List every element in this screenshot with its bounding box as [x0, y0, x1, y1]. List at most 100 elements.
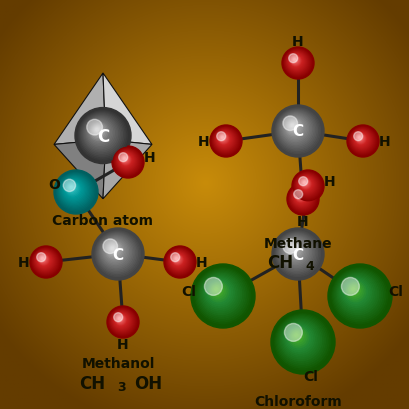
Circle shape — [283, 118, 305, 139]
Circle shape — [92, 125, 105, 138]
Circle shape — [350, 130, 372, 152]
Circle shape — [94, 127, 101, 135]
Circle shape — [214, 288, 217, 291]
Circle shape — [65, 182, 80, 196]
Circle shape — [283, 117, 306, 141]
Circle shape — [356, 136, 362, 142]
Circle shape — [271, 229, 323, 280]
Text: H: H — [196, 255, 207, 270]
Circle shape — [347, 127, 377, 156]
Circle shape — [115, 150, 139, 175]
Circle shape — [117, 317, 122, 321]
Circle shape — [96, 129, 98, 132]
Circle shape — [89, 122, 109, 143]
Circle shape — [115, 315, 126, 325]
Circle shape — [217, 133, 230, 146]
Circle shape — [345, 283, 363, 300]
Circle shape — [212, 286, 221, 295]
Circle shape — [117, 316, 124, 323]
Circle shape — [354, 134, 366, 146]
Circle shape — [172, 255, 182, 265]
Circle shape — [292, 332, 301, 341]
Text: H: H — [297, 214, 308, 229]
Circle shape — [286, 52, 306, 73]
Circle shape — [171, 253, 185, 268]
Circle shape — [281, 239, 308, 265]
Circle shape — [119, 318, 120, 319]
Circle shape — [290, 188, 312, 210]
Circle shape — [341, 278, 358, 296]
Circle shape — [113, 148, 142, 177]
Circle shape — [216, 132, 232, 148]
Circle shape — [292, 58, 297, 64]
Circle shape — [281, 238, 309, 266]
Circle shape — [275, 110, 318, 153]
Circle shape — [118, 317, 121, 321]
Polygon shape — [54, 140, 106, 199]
Circle shape — [115, 314, 126, 326]
Circle shape — [213, 129, 236, 153]
Circle shape — [100, 237, 131, 268]
Circle shape — [109, 246, 117, 253]
Circle shape — [298, 177, 314, 193]
Circle shape — [344, 281, 365, 302]
Circle shape — [284, 51, 309, 76]
Circle shape — [284, 324, 313, 353]
Circle shape — [38, 255, 49, 265]
Circle shape — [203, 277, 236, 309]
Text: Cl: Cl — [181, 284, 196, 298]
Circle shape — [285, 325, 312, 351]
Circle shape — [99, 236, 133, 270]
Circle shape — [116, 151, 138, 173]
Text: Methane: Methane — [263, 236, 332, 250]
Circle shape — [283, 323, 315, 355]
Circle shape — [346, 284, 361, 298]
Circle shape — [199, 272, 243, 317]
Circle shape — [112, 147, 144, 179]
Circle shape — [340, 277, 372, 309]
Circle shape — [56, 172, 96, 213]
Circle shape — [287, 121, 299, 133]
Circle shape — [214, 130, 235, 151]
Circle shape — [298, 177, 307, 186]
Circle shape — [87, 120, 102, 136]
Circle shape — [298, 178, 313, 192]
Circle shape — [215, 131, 233, 149]
Circle shape — [215, 131, 234, 150]
Circle shape — [168, 251, 189, 272]
Circle shape — [295, 174, 318, 198]
Circle shape — [115, 150, 139, 174]
Circle shape — [33, 249, 58, 274]
Circle shape — [41, 257, 45, 262]
Text: H: H — [198, 135, 209, 148]
Circle shape — [200, 274, 241, 315]
Circle shape — [280, 237, 311, 268]
Circle shape — [117, 317, 123, 322]
Text: Carbon atom: Carbon atom — [52, 213, 153, 227]
Circle shape — [169, 252, 188, 271]
Circle shape — [282, 117, 297, 131]
Circle shape — [205, 279, 232, 306]
Circle shape — [299, 178, 312, 191]
Circle shape — [117, 153, 135, 170]
Circle shape — [204, 278, 234, 308]
Circle shape — [296, 175, 317, 196]
Circle shape — [193, 267, 252, 326]
Circle shape — [119, 154, 133, 167]
Circle shape — [291, 58, 298, 65]
Circle shape — [91, 124, 106, 139]
Circle shape — [83, 117, 119, 153]
Circle shape — [281, 115, 309, 144]
Circle shape — [279, 236, 312, 270]
Circle shape — [116, 151, 137, 172]
Circle shape — [353, 133, 367, 146]
Circle shape — [110, 247, 115, 252]
Circle shape — [281, 48, 313, 80]
Circle shape — [216, 133, 225, 142]
Polygon shape — [103, 74, 152, 145]
Circle shape — [119, 153, 127, 162]
Circle shape — [274, 109, 320, 154]
Circle shape — [69, 185, 75, 191]
Circle shape — [70, 187, 72, 189]
Circle shape — [62, 178, 86, 203]
